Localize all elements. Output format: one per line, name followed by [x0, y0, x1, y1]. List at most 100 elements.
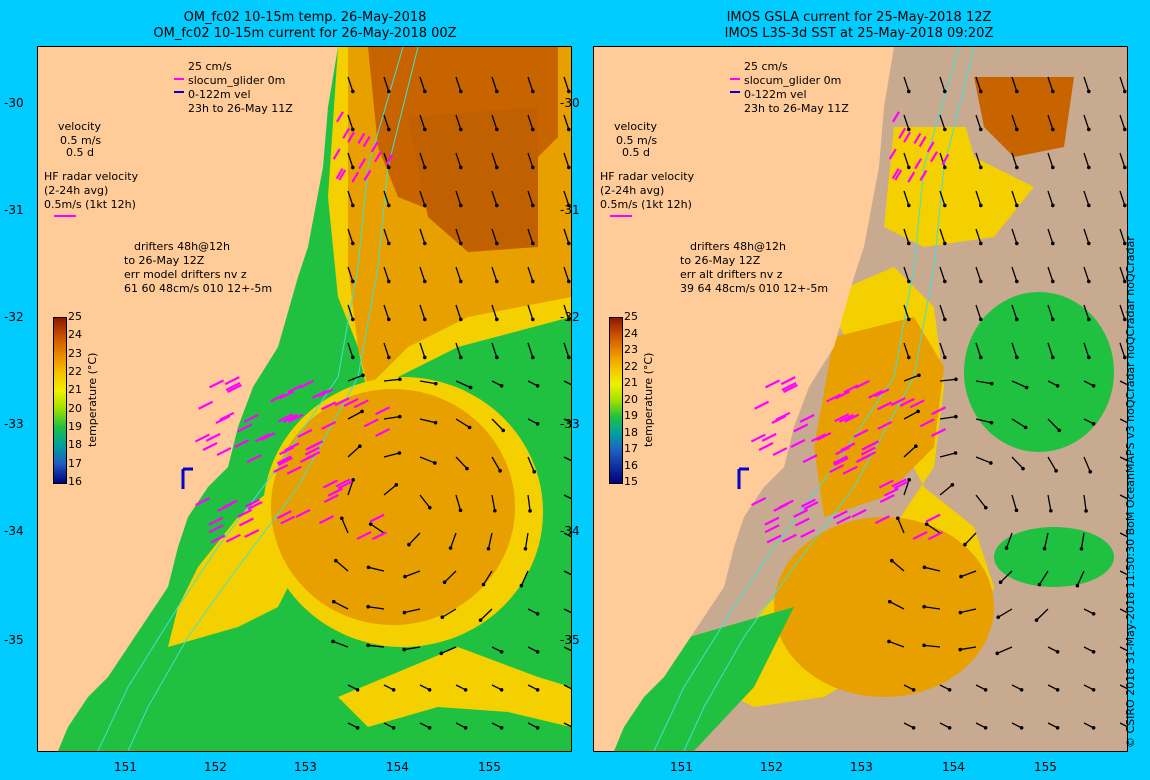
drifter-track: [286, 465, 302, 475]
lon-tick-label: 153: [850, 760, 873, 774]
velocity-arrow-head: [567, 203, 571, 208]
velocity-arrow: [1083, 456, 1091, 472]
lon-tick-label: 153: [294, 760, 317, 774]
velocity-arrow-head: [423, 203, 427, 208]
velocity-arrow: [455, 380, 471, 389]
velocity-arrow-head: [916, 409, 920, 414]
velocity-arrow-head: [1015, 89, 1019, 94]
velocity-arrow-head: [423, 127, 427, 132]
velocity-arrow-head: [495, 203, 499, 208]
left-legend-hf2: (2-24h avg): [44, 184, 109, 197]
velocity-arrow: [1011, 228, 1018, 244]
velocity-arrow: [903, 266, 910, 282]
colorbar-tick-label: 22: [624, 359, 638, 373]
lat-tick-label: -31: [4, 203, 24, 217]
velocity-arrow-head: [1057, 428, 1062, 433]
velocity-arrow-head: [1055, 688, 1060, 692]
velocity-arrow: [383, 228, 390, 244]
velocity-arrow: [1083, 494, 1087, 511]
velocity-arrow: [368, 606, 385, 610]
drifter-track: [374, 151, 382, 163]
velocity-arrow: [563, 722, 571, 728]
velocity-arrow-head: [567, 89, 571, 94]
velocity-arrow-head: [953, 451, 958, 455]
velocity-arrow-head: [397, 451, 402, 455]
velocity-arrow-head: [979, 317, 983, 322]
velocity-arrow: [347, 152, 354, 168]
drifter-track: [244, 529, 260, 539]
velocity-arrow-head: [1055, 650, 1060, 654]
velocity-arrow: [404, 646, 421, 651]
drifter-track: [318, 388, 334, 398]
velocity-arrow-head: [979, 241, 983, 246]
drifter-track: [835, 390, 851, 400]
velocity-arrow-head: [958, 610, 963, 615]
velocity-arrow: [527, 76, 534, 92]
velocity-arrow: [563, 304, 570, 320]
drifter-track: [883, 487, 899, 497]
velocity-arrow: [455, 190, 462, 206]
drifter-track: [903, 131, 912, 143]
velocity-arrow-head: [989, 461, 993, 465]
velocity-arrow: [1119, 646, 1127, 652]
drifter-track: [323, 493, 339, 503]
velocity-arrow-head: [1123, 127, 1127, 132]
drifter-track: [898, 127, 907, 139]
velocity-arrow: [975, 380, 992, 385]
velocity-arrow-head: [1049, 508, 1053, 513]
colorbar-tick-label: 16: [624, 458, 638, 472]
velocity-arrow: [404, 608, 421, 614]
drifter-track: [334, 397, 350, 407]
velocity-arrow: [1119, 114, 1126, 130]
right-legend-drift3: err alt drifters nv z: [680, 268, 783, 281]
velocity-arrow-head: [943, 279, 947, 284]
velocity-arrow-head: [911, 688, 916, 692]
velocity-arrow: [903, 445, 917, 458]
velocity-arrow-head: [1087, 317, 1091, 322]
velocity-arrow-head: [1123, 165, 1127, 170]
left-legend-hf1: HF radar velocity: [44, 170, 139, 183]
velocity-arrow: [1119, 76, 1126, 92]
velocity-arrow-head: [1051, 241, 1055, 246]
velocity-arrow: [1011, 342, 1018, 358]
drifter-track: [854, 379, 870, 389]
velocity-arrow: [924, 566, 941, 572]
velocity-arrow: [563, 684, 571, 690]
lat-tick-label: -30: [4, 96, 24, 110]
velocity-arrow-head: [1075, 583, 1080, 588]
drifter-track: [842, 465, 858, 475]
drifter-track: [238, 517, 254, 527]
velocity-arrow: [383, 452, 400, 458]
velocity-arrow-head: [1087, 203, 1091, 208]
velocity-arrow: [527, 266, 534, 282]
right-title-line2: IMOS L3S-3d SST at 25-May-2018 09:20Z: [724, 26, 994, 41]
velocity-arrow: [939, 484, 953, 496]
velocity-arrow: [897, 517, 905, 534]
right-hot-zone: [974, 77, 1074, 157]
velocity-arrow-head: [458, 508, 463, 513]
velocity-arrow-head: [535, 612, 540, 616]
drifter-track: [205, 432, 221, 442]
velocity-arrow-head: [1087, 127, 1091, 132]
lon-tick-label: 155: [1034, 760, 1057, 774]
velocity-arrow: [563, 342, 570, 358]
drifter-track: [761, 432, 777, 442]
drifter-track: [930, 428, 946, 437]
velocity-arrow: [563, 532, 571, 538]
drifter-track: [347, 131, 356, 143]
drifter-track: [793, 508, 809, 518]
velocity-arrow: [491, 418, 504, 431]
velocity-arrow: [997, 646, 1013, 654]
velocity-arrow: [383, 342, 390, 358]
drifter-track: [237, 423, 253, 433]
drifter-track: [198, 400, 214, 410]
lon-tick-label: 151: [114, 760, 137, 774]
velocity-arrow: [1119, 266, 1126, 282]
drifter-track: [225, 533, 241, 543]
velocity-arrow: [903, 342, 910, 358]
velocity-arrow-head: [495, 127, 499, 132]
right-legend-vel-arrow: [730, 91, 740, 93]
velocity-arrow: [1083, 266, 1090, 282]
velocity-arrow-head: [439, 651, 444, 656]
right-legend-hf2: (2-24h avg): [600, 184, 665, 197]
